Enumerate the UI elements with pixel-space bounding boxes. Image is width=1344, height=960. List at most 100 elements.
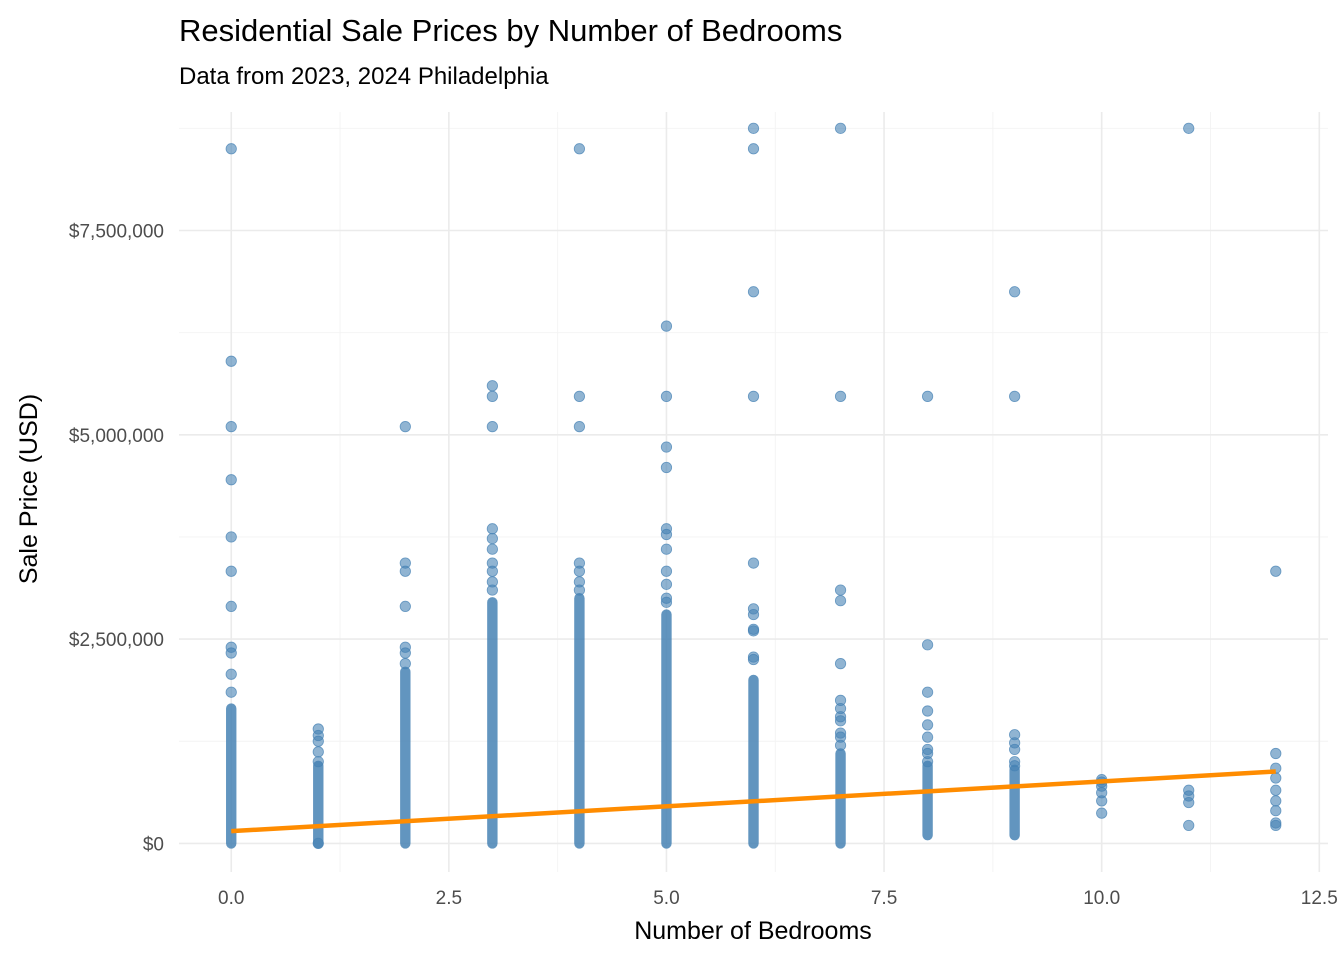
data-point xyxy=(399,600,411,613)
dense-point-cluster xyxy=(487,597,498,849)
chart-subtitle: Data from 2023, 2024 Philadelphia xyxy=(179,63,549,90)
grid xyxy=(179,112,1328,872)
data-point xyxy=(312,837,324,849)
data-point xyxy=(486,532,498,545)
data-point xyxy=(1009,286,1021,298)
trend-line xyxy=(231,769,1276,834)
data-point xyxy=(486,523,498,535)
data-point xyxy=(225,355,237,367)
data-point xyxy=(834,122,847,134)
dense-point-cluster xyxy=(1009,764,1020,841)
dense-point-cluster xyxy=(313,760,324,849)
data-point xyxy=(834,715,847,727)
data-point xyxy=(834,584,847,596)
data-point xyxy=(312,756,324,768)
data-point xyxy=(660,565,673,577)
data-point xyxy=(225,647,237,659)
dense-point-cluster xyxy=(748,674,759,849)
data-point xyxy=(834,595,847,607)
data-point xyxy=(225,143,237,155)
data-point xyxy=(1183,122,1195,134)
data-point xyxy=(486,543,498,555)
data-point xyxy=(399,421,411,433)
data-point xyxy=(486,584,498,596)
data-point xyxy=(1270,784,1282,796)
data-point xyxy=(486,380,498,392)
data-point xyxy=(486,390,498,402)
data-point xyxy=(225,686,237,698)
dense-point-cluster xyxy=(661,609,672,849)
y-axis-title: Sale Price (USD) xyxy=(15,394,43,584)
data-point xyxy=(747,608,760,621)
y-tick-label: $2,500,000 xyxy=(69,630,164,651)
y-tick-label: $5,000,000 xyxy=(69,426,164,447)
data-point xyxy=(225,600,237,613)
chart-title: Residential Sale Prices by Number of Bed… xyxy=(179,13,842,48)
data-point xyxy=(747,557,760,569)
data-point xyxy=(573,143,586,155)
trend-line-group xyxy=(231,769,1276,834)
data-point xyxy=(399,565,411,577)
data-point xyxy=(747,653,760,666)
data-point xyxy=(399,658,411,670)
data-point xyxy=(1009,760,1021,772)
data-point xyxy=(486,421,498,433)
data-point xyxy=(1183,796,1195,809)
data-point xyxy=(1183,819,1195,832)
data-point xyxy=(921,719,934,731)
dense-point-cluster xyxy=(574,593,585,849)
data-point xyxy=(1270,565,1282,577)
x-tick-label: 5.0 xyxy=(653,888,679,909)
data-point xyxy=(660,578,673,590)
x-axis-title: Number of Bedrooms xyxy=(634,917,872,945)
x-axis-ticks: 0.0 2.5 5.0 7.5 10.0 12.5 xyxy=(218,888,1338,909)
x-tick-label: 10.0 xyxy=(1083,888,1120,909)
data-point xyxy=(1096,795,1108,807)
data-point xyxy=(921,639,934,651)
dense-point-cluster xyxy=(922,760,933,841)
data-point xyxy=(573,584,586,596)
data-point xyxy=(1270,747,1282,760)
data-point xyxy=(660,461,673,474)
x-tick-label: 2.5 xyxy=(436,888,462,909)
y-tick-label: $0 xyxy=(143,834,164,855)
data-point xyxy=(747,390,760,402)
data-point xyxy=(834,658,847,670)
data-point xyxy=(747,122,760,134)
data-point xyxy=(660,596,673,608)
data-point xyxy=(573,565,586,577)
data-point xyxy=(486,565,498,577)
x-tick-label: 0.0 xyxy=(218,888,244,909)
data-point xyxy=(1270,805,1282,817)
y-axis-ticks: $0 $2,500,000 $5,000,000 $7,500,000 xyxy=(69,221,164,855)
data-point xyxy=(225,565,237,577)
y-tick-label: $7,500,000 xyxy=(69,221,164,242)
data-point xyxy=(1096,807,1108,819)
data-point xyxy=(660,528,673,541)
data-point xyxy=(312,746,324,758)
data-point xyxy=(747,286,760,298)
data-point xyxy=(660,390,673,402)
data-point xyxy=(1009,390,1021,402)
data-point xyxy=(660,441,673,453)
data-point xyxy=(573,390,586,402)
data-point xyxy=(834,739,847,751)
data-point xyxy=(1270,819,1282,832)
x-tick-label: 7.5 xyxy=(871,888,897,909)
data-point xyxy=(573,421,586,433)
data-point xyxy=(921,731,934,743)
data-point xyxy=(921,705,934,717)
data-point xyxy=(399,647,411,659)
x-tick-label: 12.5 xyxy=(1301,888,1338,909)
data-point xyxy=(1270,795,1282,807)
data-point xyxy=(921,756,934,768)
dense-point-cluster xyxy=(400,666,411,849)
data-point xyxy=(312,735,324,747)
data-point xyxy=(834,390,847,402)
data-point xyxy=(225,421,237,433)
data-point xyxy=(1270,772,1282,784)
data-point xyxy=(921,390,934,402)
data-point xyxy=(747,625,760,637)
data-point xyxy=(1009,743,1021,756)
